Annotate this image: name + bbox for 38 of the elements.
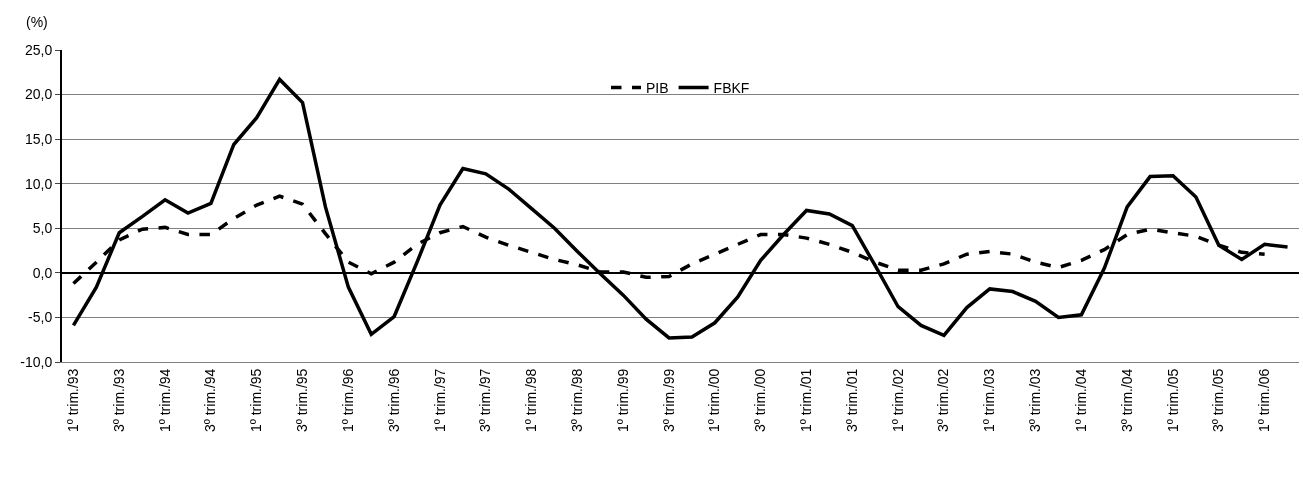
x-tick-label: 1º trim./04 xyxy=(1072,368,1089,433)
x-tick-label: 1º trim./95 xyxy=(248,368,265,433)
legend-label: PIB xyxy=(646,79,669,96)
x-tick-label: 3º trim./02 xyxy=(935,368,952,433)
x-tick-label: 3º trim./04 xyxy=(1118,368,1135,433)
x-tick-label: 1º trim./00 xyxy=(706,368,723,433)
y-tick-label: -5,0 xyxy=(28,309,53,326)
x-tick-label: 3º trim./99 xyxy=(660,368,677,433)
y-tick-label: 20,0 xyxy=(24,86,53,103)
x-tick-label: 1º trim./01 xyxy=(798,368,815,433)
y-tick-label: 25,0 xyxy=(24,41,53,58)
y-axis-title: (%) xyxy=(26,14,48,30)
x-tick-label: 1º trim./98 xyxy=(523,368,540,433)
x-tick-label: 3º trim./93 xyxy=(110,368,127,433)
x-tick-label: 1º trim./05 xyxy=(1164,368,1181,433)
x-tick-label: 1º trim./93 xyxy=(65,368,81,433)
x-tick-label: 3º trim./94 xyxy=(202,368,219,433)
y-tick-label: 0,0 xyxy=(32,264,53,281)
x-tick-label: 3º trim./05 xyxy=(1210,368,1227,433)
y-tick-label: 5,0 xyxy=(32,220,53,237)
x-tick-label: 1º trim./06 xyxy=(1256,368,1273,433)
x-tick-label: 3º trim./00 xyxy=(752,368,769,433)
x-tick-label: 1º trim./96 xyxy=(339,368,356,433)
y-tick-label: 15,0 xyxy=(24,131,53,148)
x-tick-label: 3º trim./97 xyxy=(477,368,494,433)
x-tick-label: 3º trim./96 xyxy=(385,368,402,433)
x-tick-label: 1º trim./94 xyxy=(156,368,173,433)
x-tick-label: 3º trim./01 xyxy=(843,368,860,433)
x-tick-label: 1º trim./03 xyxy=(981,368,998,433)
x-tick-label: 3º trim./98 xyxy=(568,368,585,433)
x-tick-label: 1º trim./99 xyxy=(614,368,631,433)
legend-label: FBKF xyxy=(713,79,750,96)
y-tick-label: -10,0 xyxy=(20,353,53,370)
x-tick-label: 3º trim./95 xyxy=(294,368,311,433)
x-tick-label: 1º trim./02 xyxy=(889,368,906,433)
x-tick-label: 1º trim./97 xyxy=(431,368,448,433)
y-tick-label: 10,0 xyxy=(24,175,53,192)
x-tick-label: 3º trim./03 xyxy=(1027,368,1044,433)
